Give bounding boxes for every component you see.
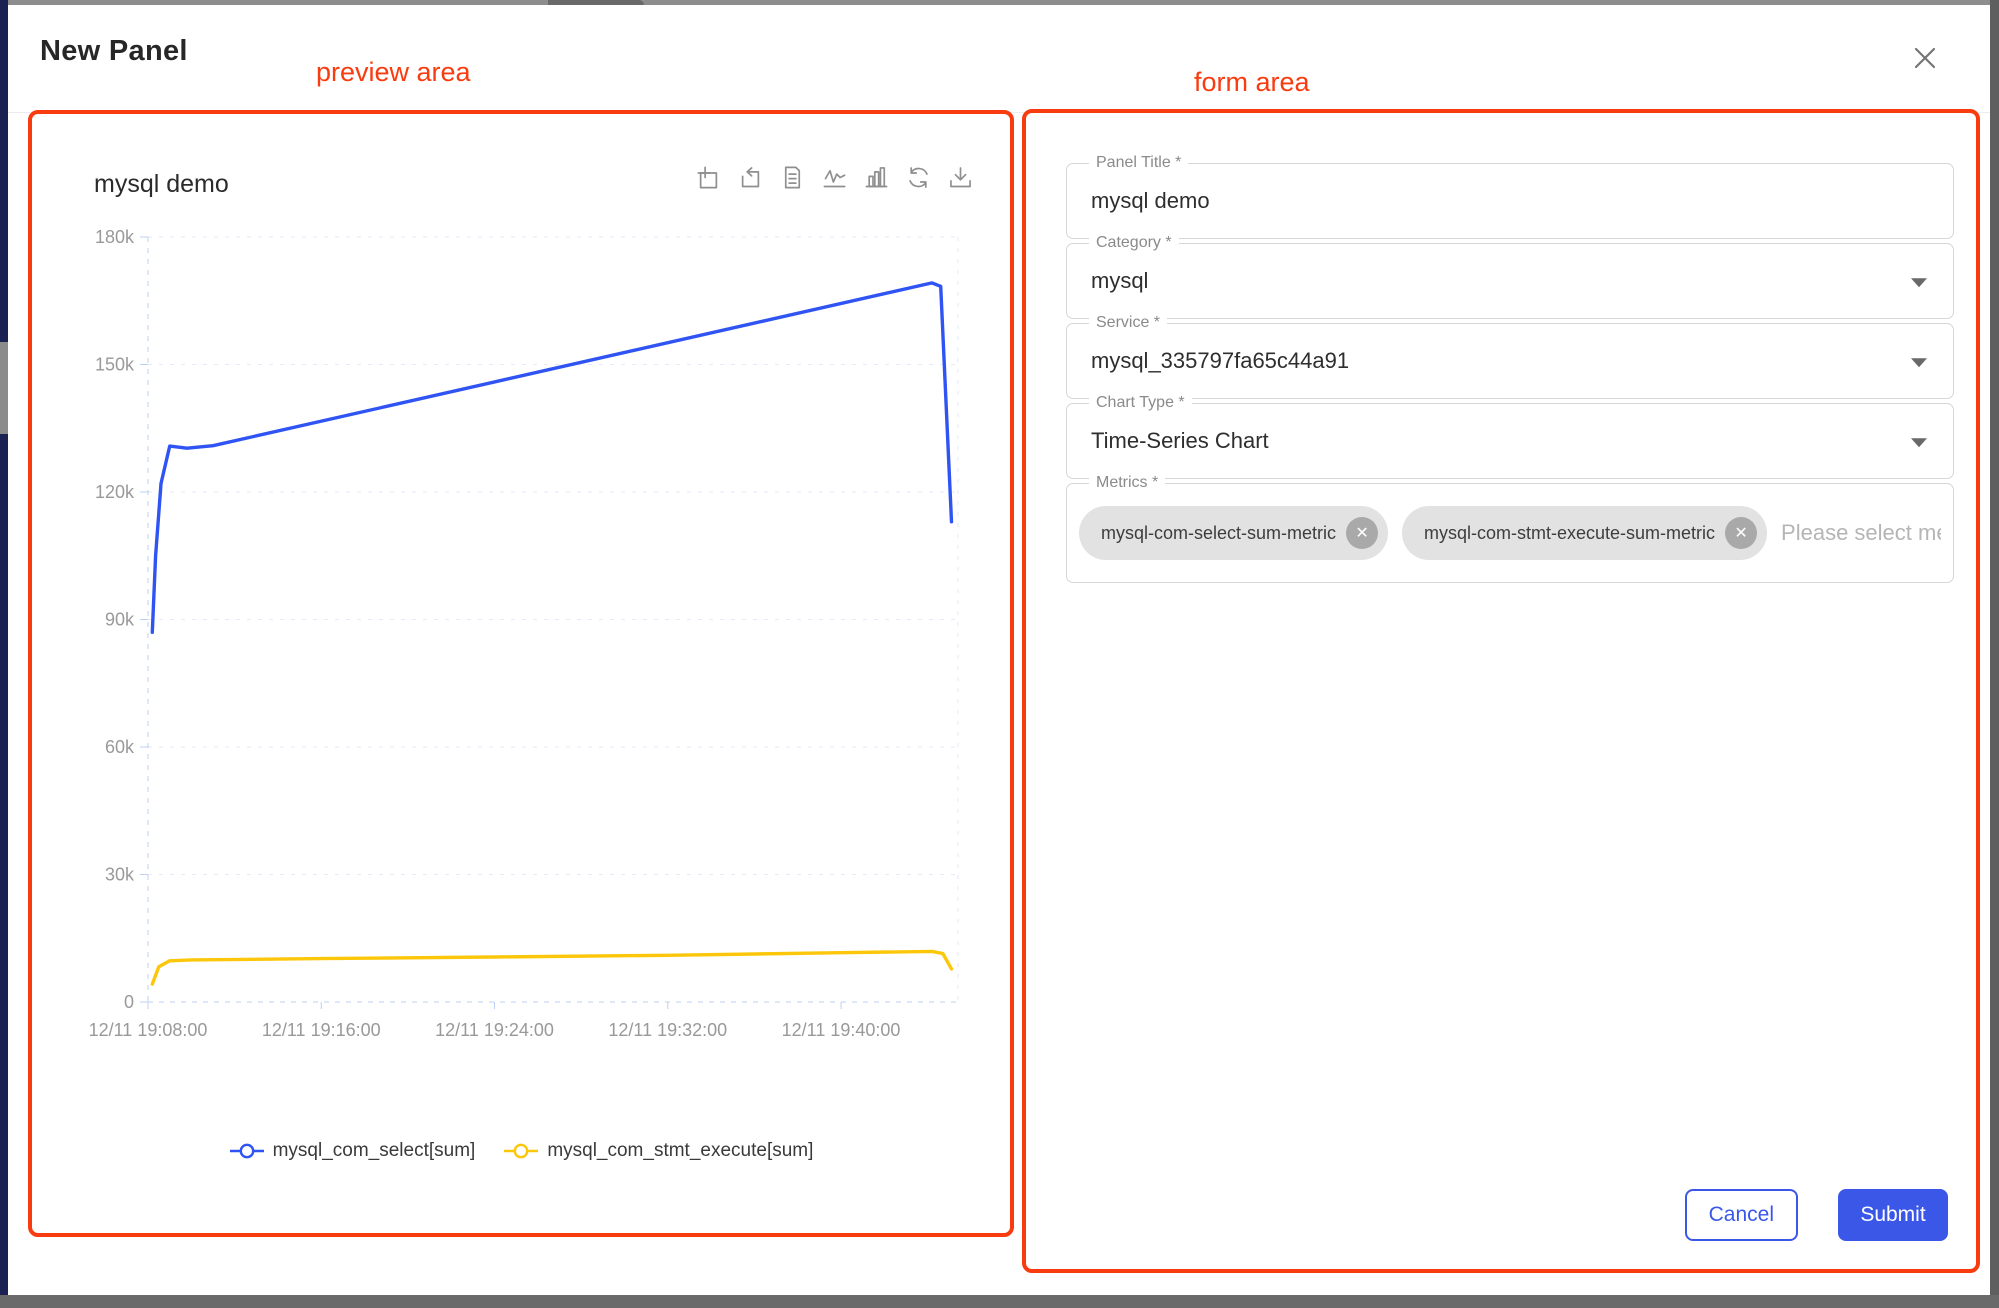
close-icon[interactable] — [1908, 41, 1942, 75]
legend-label: mysql_com_select[sum] — [272, 1140, 476, 1161]
svg-text:60k: 60k — [105, 737, 135, 757]
metric-chip[interactable]: mysql-com-stmt-execute-sum-metric ✕ — [1402, 506, 1768, 560]
bar-chart-icon[interactable] — [863, 164, 890, 191]
download-icon[interactable] — [947, 164, 974, 191]
chart-type-label: Chart Type * — [1089, 394, 1192, 412]
header-divider — [8, 112, 1990, 113]
svg-text:12/11 19:08:00: 12/11 19:08:00 — [89, 1020, 208, 1040]
svg-text:180k: 180k — [95, 227, 135, 247]
svg-text:120k: 120k — [95, 482, 135, 502]
background-sidebar-strip — [0, 0, 8, 1308]
data-view-icon[interactable] — [779, 164, 806, 191]
submit-button[interactable]: Submit — [1838, 1189, 1948, 1241]
legend-line-marker-icon — [229, 1143, 264, 1159]
chart-legend: mysql_com_select[sum] mysql_com_stmt_exec… — [32, 1140, 1010, 1162]
svg-text:30k: 30k — [105, 865, 135, 885]
metrics-placeholder[interactable]: Please select met... — [1781, 520, 1941, 545]
chevron-down-icon[interactable] — [1911, 438, 1927, 448]
scrollbar-thumb[interactable] — [0, 342, 8, 434]
chip-remove-icon[interactable]: ✕ — [1346, 517, 1379, 549]
metrics-chips-row: mysql-com-select-sum-metric ✕ mysql-com-… — [1079, 506, 1941, 560]
zoom-reset-icon[interactable] — [737, 164, 764, 191]
legend-item[interactable]: mysql_com_stmt_execute[sum] — [503, 1140, 813, 1162]
form-area-annotation: form area — [1194, 67, 1310, 97]
chart-toolbar — [695, 164, 974, 191]
background-right-strip — [1990, 0, 1999, 1308]
new-panel-dialog: New Panel preview area form area mysql d… — [8, 5, 1990, 1295]
service-field[interactable]: Service * mysql_335797fa65c44a91 — [1066, 314, 1954, 399]
service-select-value[interactable]: mysql_335797fa65c44a91 — [1091, 348, 1350, 373]
chart-preview-card: mysql demo 0 30k 60k 90k 12 — [32, 114, 1010, 1233]
legend-item[interactable]: mysql_com_select[sum] — [229, 1140, 476, 1162]
preview-area-annotation: preview area — [316, 57, 471, 87]
refresh-icon[interactable] — [905, 164, 932, 191]
line-chart-icon[interactable] — [821, 164, 848, 191]
chevron-down-icon[interactable] — [1911, 358, 1927, 368]
metric-chip[interactable]: mysql-com-select-sum-metric ✕ — [1079, 506, 1389, 560]
svg-text:12/11 19:32:00: 12/11 19:32:00 — [608, 1020, 727, 1040]
category-label: Category * — [1089, 234, 1179, 252]
svg-text:90k: 90k — [105, 610, 135, 630]
dialog-title: New Panel — [40, 35, 188, 67]
panel-form: Panel Title * mysql demo Category * mysq… — [1066, 154, 1954, 587]
panel-title-label: Panel Title * — [1089, 154, 1189, 172]
chevron-down-icon[interactable] — [1911, 278, 1927, 288]
background-top-tab-strip — [548, 0, 644, 5]
metrics-field[interactable]: Metrics * mysql-com-select-sum-metric ✕ … — [1066, 474, 1954, 583]
service-label: Service * — [1089, 314, 1168, 332]
category-select-value[interactable]: mysql — [1091, 268, 1149, 293]
legend-label: mysql_com_stmt_execute[sum] — [547, 1140, 814, 1161]
zoom-select-icon[interactable] — [695, 164, 722, 191]
metric-chip-label: mysql-com-stmt-execute-sum-metric — [1424, 522, 1716, 543]
panel-title-input[interactable]: mysql demo — [1091, 188, 1210, 213]
chart-type-field[interactable]: Chart Type * Time-Series Chart — [1066, 394, 1954, 479]
background-bottom-strip — [0, 1295, 1999, 1308]
cancel-button[interactable]: Cancel — [1684, 1189, 1798, 1241]
metric-chip-label: mysql-com-select-sum-metric — [1101, 522, 1337, 543]
metrics-label: Metrics * — [1089, 474, 1166, 492]
svg-text:150k: 150k — [95, 355, 135, 375]
chart-canvas[interactable]: 0 30k 60k 90k 120k 150k 180k 12/11 19:08:00 12/1… — [32, 114, 1002, 1225]
svg-text:12/11 19:40:00: 12/11 19:40:00 — [782, 1020, 901, 1040]
chart-type-select-value[interactable]: Time-Series Chart — [1091, 428, 1269, 453]
chip-remove-icon[interactable]: ✕ — [1725, 517, 1758, 549]
svg-text:0: 0 — [124, 992, 134, 1012]
svg-text:12/11 19:16:00: 12/11 19:16:00 — [262, 1020, 381, 1040]
background-top-strip — [0, 0, 1999, 5]
legend-line-marker-icon — [504, 1143, 539, 1159]
category-field[interactable]: Category * mysql — [1066, 234, 1954, 319]
form-actions: Cancel Submit — [1684, 1189, 1948, 1241]
chart-title: mysql demo — [94, 170, 229, 198]
svg-text:12/11 19:24:00: 12/11 19:24:00 — [435, 1020, 554, 1040]
panel-title-field: Panel Title * mysql demo — [1066, 154, 1954, 239]
